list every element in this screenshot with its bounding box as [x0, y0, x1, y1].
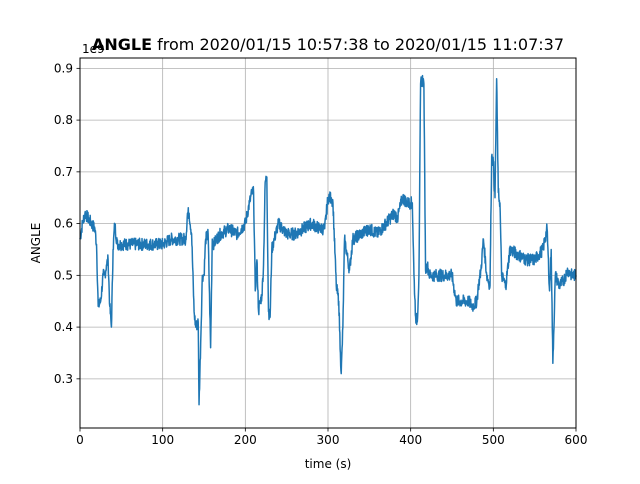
y-tick-label: 0.8 [54, 113, 73, 127]
y-tick-label: 0.3 [54, 372, 73, 386]
x-tick-label: 600 [565, 433, 588, 447]
x-tick-label: 400 [399, 433, 422, 447]
chart-title-bold: ANGLE [92, 35, 152, 54]
x-tick-label: 200 [234, 433, 257, 447]
chart-title: ANGLE from 2020/01/15 10:57:38 to 2020/0… [92, 35, 564, 54]
data-line-layer [79, 74, 577, 406]
x-tick-label: 300 [317, 433, 340, 447]
y-tick-label: 0.4 [54, 320, 73, 334]
y-tick-label: 0.9 [54, 61, 73, 75]
y-axis-label: ANGLE [29, 223, 43, 264]
y-tick-label: 0.6 [54, 217, 73, 231]
x-axis-label: time (s) [305, 457, 352, 471]
series-line [79, 74, 577, 406]
chart-title-rest: from 2020/01/15 10:57:38 to 2020/01/15 1… [152, 35, 564, 54]
x-tick-label: 100 [151, 433, 174, 447]
x-tick-label: 0 [76, 433, 84, 447]
x-tick-label: 500 [482, 433, 505, 447]
y-tick-label: 0.7 [54, 165, 73, 179]
y-tick-label: 0.5 [54, 268, 73, 282]
axis-ticks: 0 100 200 300 400 500 600 0.3 0.4 0.5 0.6 0.7 0.8 0.9 [54, 61, 588, 447]
y-offset-text: 1e9 [82, 42, 105, 56]
